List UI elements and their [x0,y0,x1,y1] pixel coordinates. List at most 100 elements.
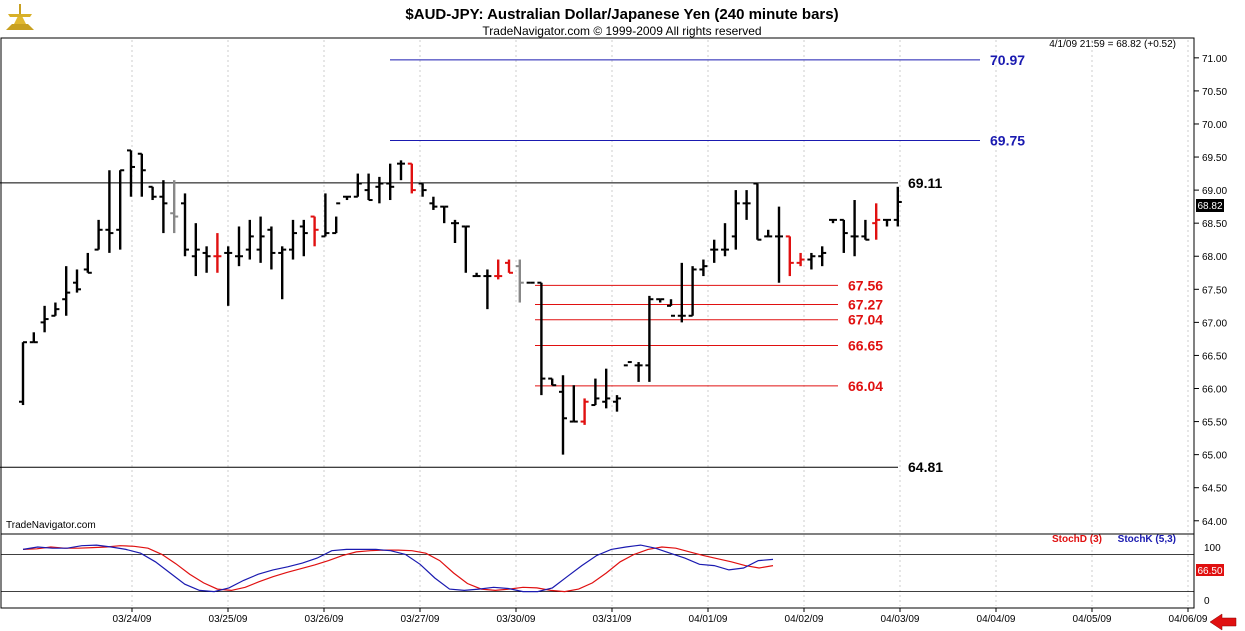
x-tick-label: 03/24/09 [113,614,152,625]
ohlc-bar [19,341,27,406]
ohlc-bar [602,368,611,409]
ohlc-bar [375,176,384,204]
legend-stochd: StochD (3) [1052,534,1102,545]
x-tick-label: 04/05/09 [1073,614,1112,625]
ohlc-bar [321,193,330,238]
ohlc-bar [591,378,600,407]
ohlc-bar [893,186,902,227]
ohlc-bar [753,182,762,241]
ohlc-bar [515,259,524,303]
stoch-tick-0: 0 [1204,596,1210,607]
ohlc-bar [569,385,578,423]
ohlc-bar [505,259,513,274]
ohlc-bar [451,219,459,244]
x-tick-label: 03/31/09 [593,614,632,625]
ohlc-bar [202,246,211,273]
x-tick-label: 04/03/09 [881,614,920,625]
ohlc-bar [418,182,427,197]
ohlc-bar [105,170,114,253]
stoch-tick-100: 100 [1204,543,1221,554]
ohlc-bar [343,195,351,201]
y-tick-label: 64.50 [1202,484,1227,495]
y-tick-label: 67.50 [1202,285,1227,296]
ohlc-bar [62,266,71,316]
x-tick-label: 03/25/09 [209,614,248,625]
x-tick-label: 04/04/09 [977,614,1016,625]
y-tick-label: 71.00 [1202,54,1227,65]
chart-title: $AUD-JPY: Australian Dollar/Japanese Yen… [405,6,838,23]
grid [131,40,1189,606]
ohlc-bar [775,206,783,283]
ohlc-bar [159,180,168,234]
ohlc-bar [213,233,222,273]
ohlc-bar [245,219,254,260]
ohlc-bar [742,190,751,220]
watermark: TradeNavigator.com [6,520,96,531]
y-tick-label: 65.50 [1202,418,1227,429]
y-tick-label: 66.00 [1202,385,1227,396]
ohlc-bar [310,215,319,247]
stoch-last-label: 66.50 [1197,566,1222,577]
ohlc-bar [148,185,157,201]
ohlc-bar [613,395,621,412]
scroll-right-arrow-icon[interactable] [1209,613,1237,631]
y-tick-label: 65.00 [1202,451,1227,462]
last-price-box [1196,199,1224,212]
ohlc-bar [796,252,805,267]
ohlc-bar [407,162,416,194]
price-axis: 71.00 70.50 70.00 69.50 69.00 68.50 68.00 67.50… [1194,54,1227,528]
ohlc-bar [127,149,135,197]
x-tick-label: 03/26/09 [305,614,344,625]
ohlc-bar [548,377,557,387]
stoch-last-box [1196,564,1224,576]
ohlc-bar [191,223,200,277]
logo-icon [6,4,34,30]
ohlc-bar [580,398,589,425]
x-tick-label: 04/01/09 [689,614,728,625]
ohlc-bar [785,235,794,277]
ohlc-bar [634,362,643,382]
legend-stochk: StochK (5,3) [1118,534,1176,545]
x-tick-label: 03/30/09 [497,614,536,625]
stochastic-group [1,544,1194,593]
ohlc-bar [181,193,189,257]
ohlc-bar [170,180,179,234]
level-label: 66.04 [848,378,883,394]
ohlc-bar [235,226,243,267]
ohlc-bar [289,219,297,260]
x-tick-label: 04/06/09 [1169,614,1208,625]
ohlc-bar [872,203,881,240]
ohlc-bar [839,218,848,253]
ohlc-bar [278,246,287,300]
ohlc-bar [51,302,60,317]
level-label: 64.81 [908,459,943,475]
ohlc-bar [397,160,405,181]
ohlc-bar [256,216,265,263]
ohlc-bar [883,218,891,227]
y-tick-label: 64.00 [1202,517,1227,528]
ohlc-bar [807,252,816,270]
ohlc-bar [40,305,49,333]
ohlc-bar [364,173,373,202]
y-tick-label: 69.50 [1202,153,1227,164]
ohlc-bar [667,299,675,317]
x-tick-label: 04/02/09 [785,614,824,625]
y-tick-label: 66.50 [1202,351,1227,362]
ohlc-bar [472,272,481,278]
stochk-line [22,544,774,593]
ohlc-bar [861,219,870,241]
ohlc-bar [699,259,708,277]
ohlc-bar [461,225,470,273]
ohlc-bar [677,262,686,323]
ohlc-bar [721,223,729,257]
ohlc-bar [710,239,719,263]
y-tick-label: 67.00 [1202,318,1227,329]
level-label: 67.56 [848,277,883,293]
level-label: 69.75 [990,133,1025,149]
level-label: 67.27 [848,297,883,313]
ohlc-bar [494,259,503,280]
ohlc-bar [224,246,233,306]
ohlc-bar [299,219,308,257]
level-label: 70.97 [990,52,1025,68]
